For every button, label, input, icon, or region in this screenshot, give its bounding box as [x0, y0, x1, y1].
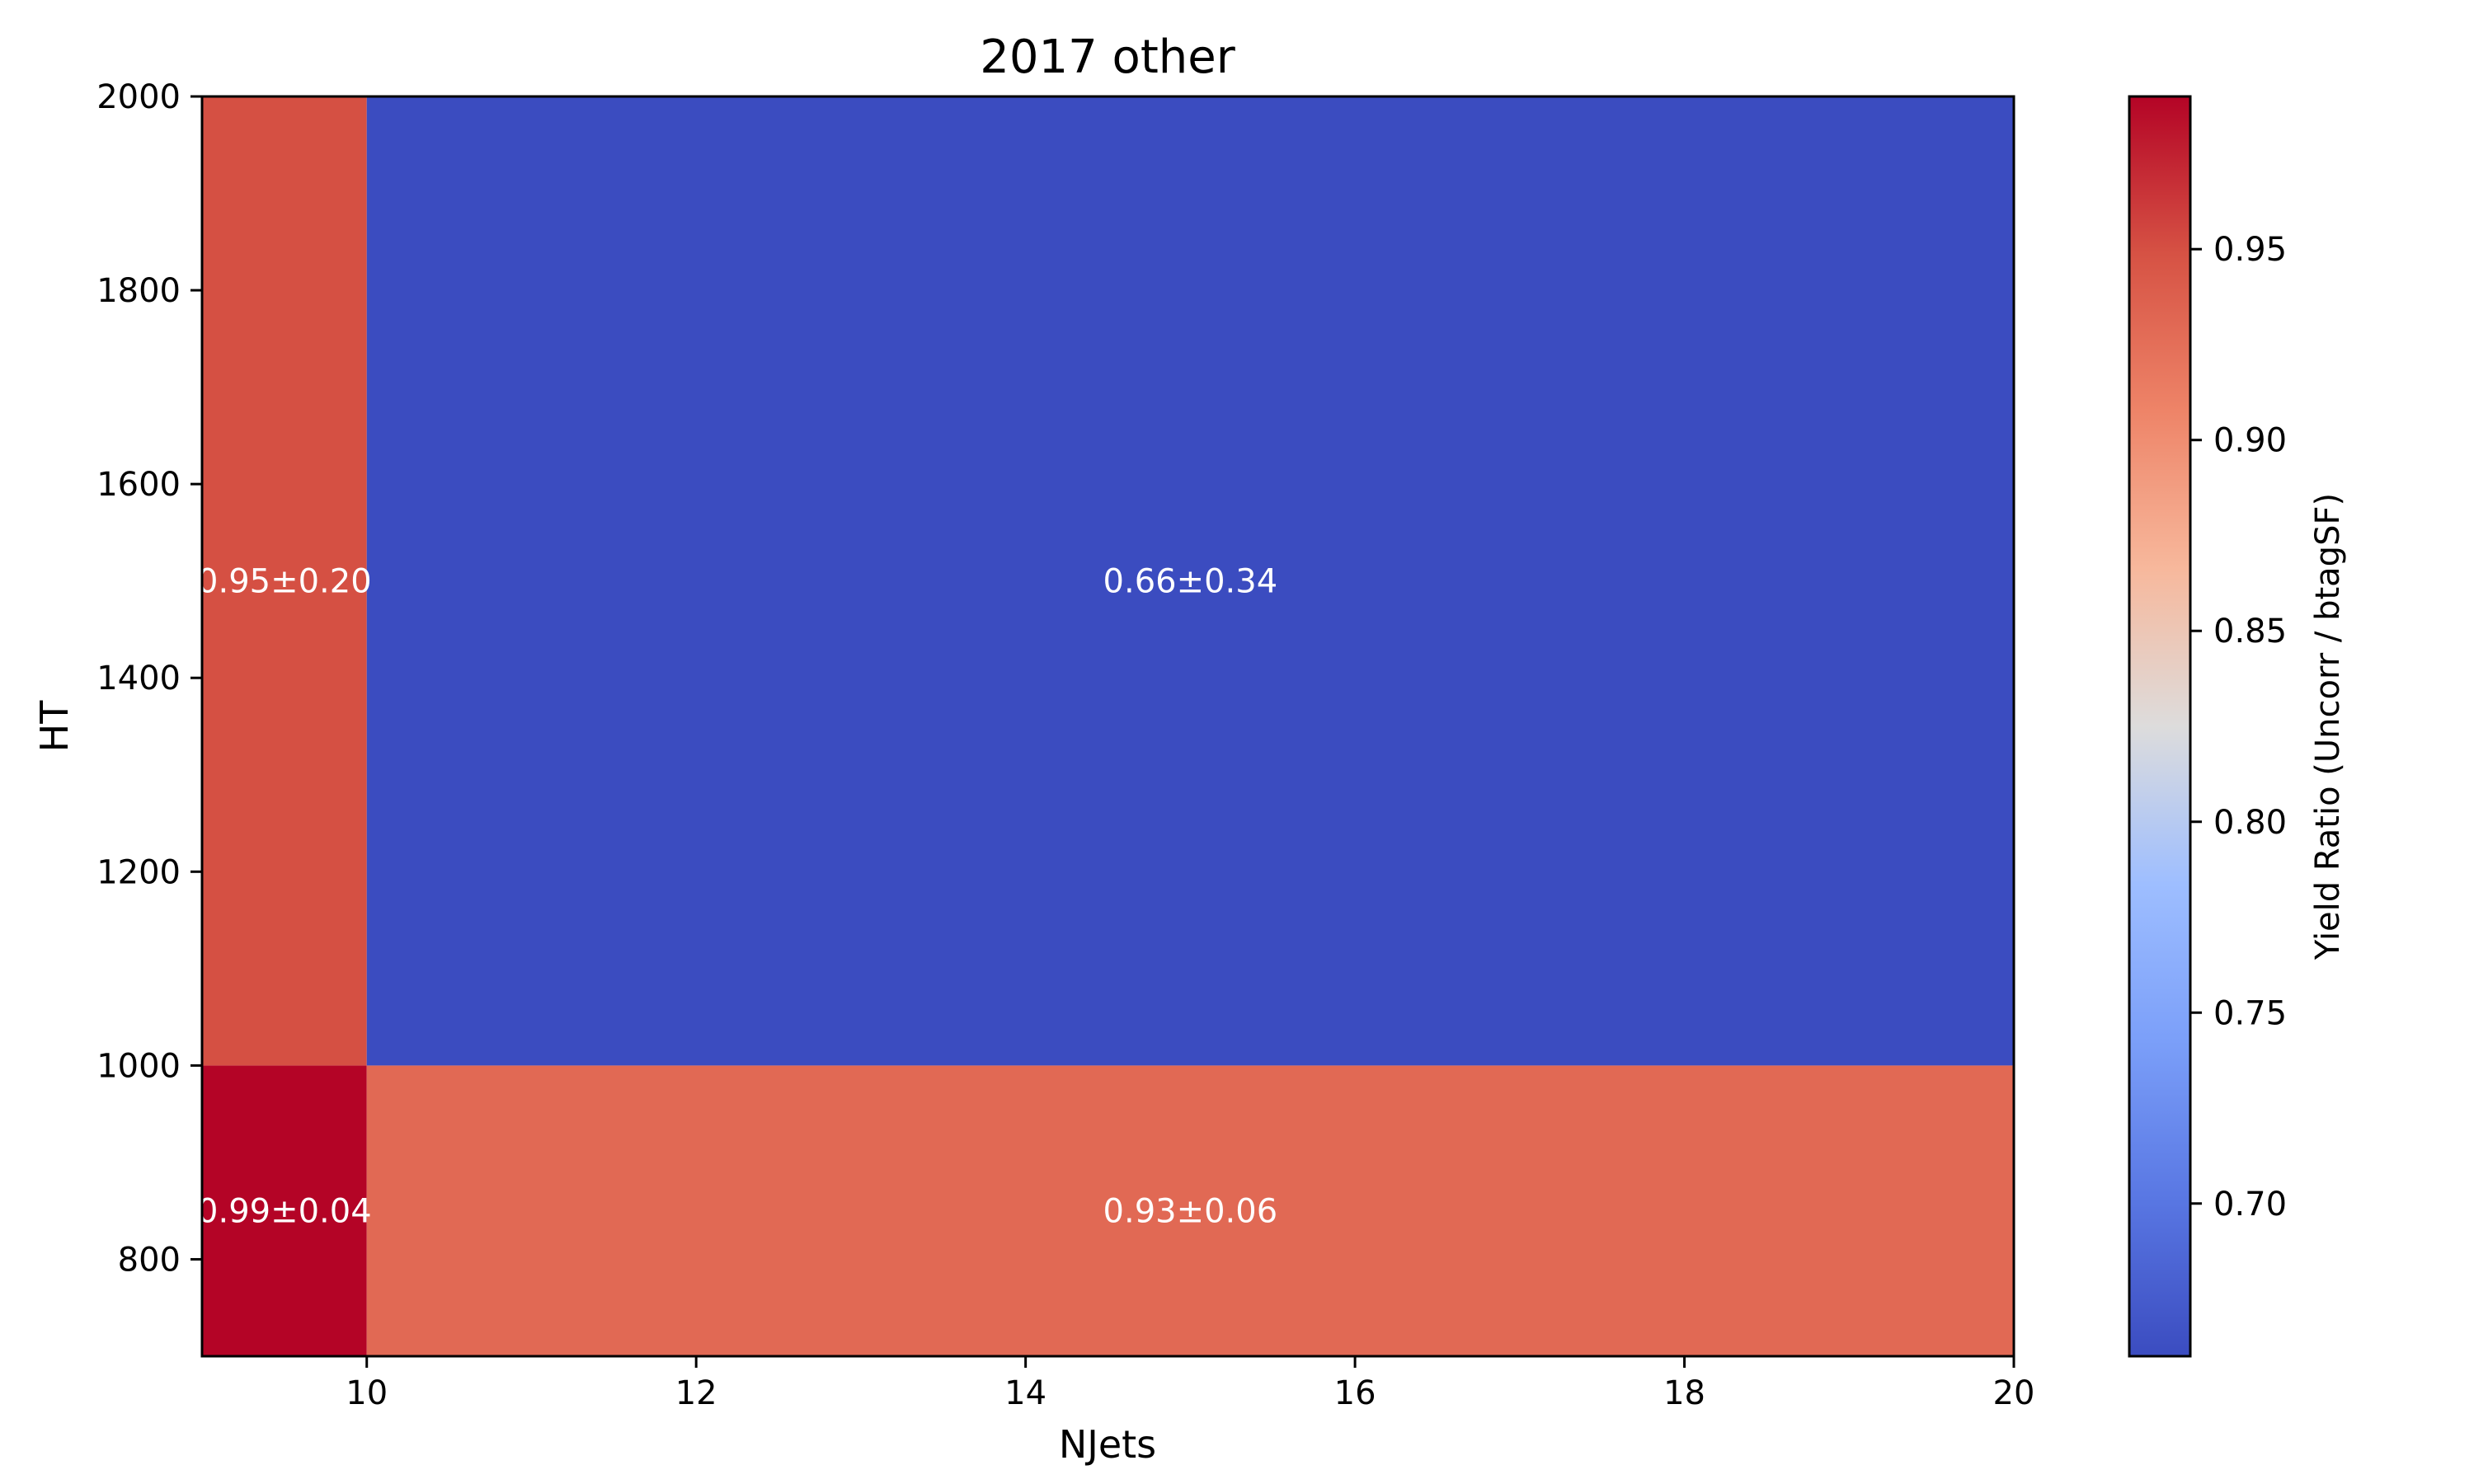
x-tick-label: 10	[346, 1374, 388, 1412]
y-tick-label: 800	[118, 1241, 181, 1279]
plot-frame	[200, 95, 2015, 1358]
heatmap-cell-labels: 0.99±0.04 0.93±0.06 0.95±0.20 0.66±0.34	[197, 563, 1277, 1231]
cell-value-label: 0.95±0.20	[197, 563, 372, 601]
heatmap-cell	[202, 96, 367, 1066]
colorbar-label: Yield Ratio (Uncorr / btagSF)	[2309, 493, 2347, 960]
colorbar-tick-label: 0.85	[2213, 613, 2287, 650]
y-tick-label: 2000	[96, 78, 181, 116]
colorbar	[2128, 95, 2192, 1358]
colorbar-tick-label: 0.90	[2213, 422, 2287, 460]
x-tick-label: 20	[1993, 1374, 2035, 1412]
y-tick-label: 1200	[96, 853, 181, 891]
heatmap-cell	[366, 1065, 2014, 1356]
x-axis-title: NJets	[1059, 1422, 1156, 1467]
cell-value-label: 0.93±0.06	[1103, 1193, 1278, 1231]
heatmap-cells	[202, 96, 2014, 1356]
colorbar-tick-label: 0.95	[2213, 231, 2287, 269]
colorbar-tick-label: 0.80	[2213, 804, 2287, 842]
x-tick-label: 18	[1663, 1374, 1705, 1412]
y-axis-title: HT	[32, 700, 77, 753]
colorbar-tick-label: 0.75	[2213, 994, 2287, 1032]
y-tick-label: 1400	[96, 660, 181, 697]
colorbar-tick-label: 0.70	[2213, 1186, 2287, 1223]
x-tick-label: 16	[1334, 1374, 1376, 1412]
heatmap-cell	[366, 96, 2014, 1066]
cell-value-label: 0.66±0.34	[1103, 563, 1278, 601]
y-tick-label: 1000	[96, 1047, 181, 1085]
colorbar-ticks: 0.70 0.75 0.80 0.85 0.90 0.95	[2190, 231, 2287, 1223]
y-tick-label: 1800	[96, 272, 181, 310]
cell-value-label: 0.99±0.04	[197, 1193, 372, 1231]
x-tick-label: 12	[675, 1374, 717, 1412]
heatmap-cell	[202, 1065, 367, 1356]
y-tick-label: 1600	[96, 466, 181, 504]
y-axis-ticks: 800 1000 1200 1400 1600 1800 2000	[96, 78, 202, 1279]
chart-title: 2017 other	[980, 31, 1235, 84]
x-axis-ticks: 10 12 14 16 18 20	[346, 1356, 2034, 1412]
x-tick-label: 14	[1004, 1374, 1047, 1412]
